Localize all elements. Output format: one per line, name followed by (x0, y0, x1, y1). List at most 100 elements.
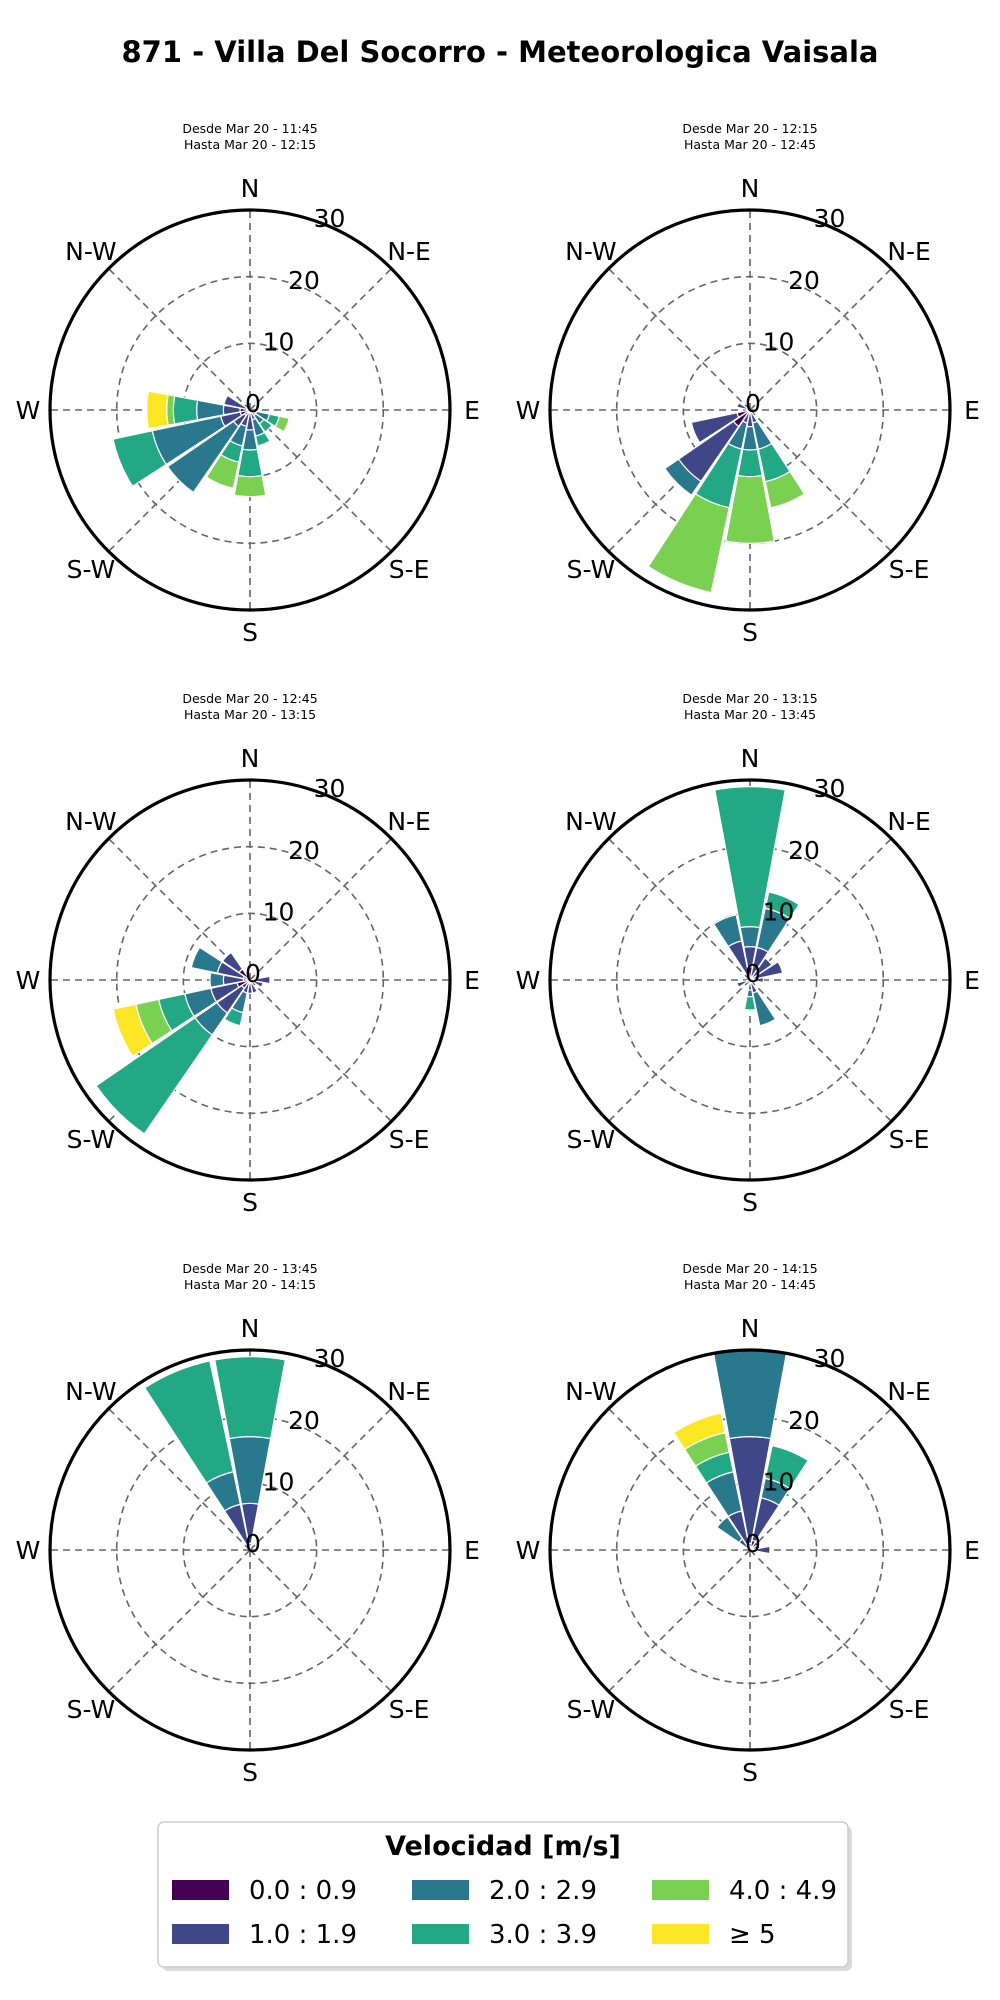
direction-label: S-W (67, 555, 116, 584)
legend-swatch (172, 1880, 229, 1900)
radial-tick-label: 20 (288, 266, 320, 295)
radial-tick-label: 10 (263, 897, 295, 926)
wind-bar-segment (746, 989, 754, 998)
wind-bar-segment (752, 976, 764, 984)
direction-label: N-E (387, 237, 431, 266)
outer-circle (48, 778, 452, 1182)
panel-subtitle-from: Desde Mar 20 - 13:15 (682, 691, 817, 706)
direction-label: N (241, 174, 260, 203)
wind-bar-segment (214, 1356, 286, 1440)
radial-tick-label: 20 (788, 836, 820, 865)
panel-subtitle-to: Hasta Mar 20 - 12:45 (684, 137, 816, 152)
wind-bar-segment (95, 1016, 214, 1135)
direction-label: E (464, 966, 480, 995)
radial-tick-label: 0 (245, 389, 261, 418)
direction-label: N (741, 744, 760, 773)
radial-tick-label: 20 (288, 1406, 320, 1435)
grid-spoke (108, 268, 251, 411)
legend-swatch (172, 1924, 229, 1944)
legend-label: 3.0 : 3.9 (489, 1920, 597, 1950)
direction-label: S-W (67, 1125, 116, 1154)
legend-title: Velocidad [m/s] (385, 1831, 621, 1862)
direction-label: S-W (567, 555, 616, 584)
direction-label: E (964, 1536, 980, 1565)
grid-spoke (608, 979, 751, 1122)
outer-circle (548, 1348, 952, 1752)
legend-label: 1.0 : 1.9 (249, 1920, 357, 1950)
wind-bar-segment (736, 979, 749, 989)
wind-bar-segment (143, 1360, 235, 1484)
grid-spoke (249, 1408, 392, 1551)
radial-tick-label: 0 (745, 959, 761, 988)
direction-label: W (16, 966, 41, 995)
radial-tick-label: 10 (263, 327, 295, 356)
radial-tick-label: 20 (788, 1406, 820, 1435)
direction-label: S-E (389, 555, 430, 584)
legend-swatch (412, 1880, 469, 1900)
direction-label: N (241, 744, 260, 773)
radial-tick-label: 30 (814, 1344, 846, 1373)
direction-label: N-E (387, 807, 431, 836)
wind-bar-segment (736, 401, 749, 411)
radial-tick-label: 0 (745, 1529, 761, 1558)
radial-tick-label: 0 (745, 389, 761, 418)
wind-bar-segment (233, 474, 267, 498)
panel-subtitle-from: Desde Mar 20 - 13:45 (182, 1261, 317, 1276)
grid-spoke (749, 409, 892, 552)
radial-tick-label: 0 (245, 959, 261, 988)
radial-tick-label: 10 (763, 1467, 795, 1496)
direction-label: N-E (887, 1377, 931, 1406)
grid-spoke (608, 268, 751, 411)
legend-swatch (652, 1924, 709, 1944)
radial-tick-label: 30 (814, 774, 846, 803)
direction-label: N-W (65, 237, 116, 266)
panel-subtitle-from: Desde Mar 20 - 12:45 (182, 691, 317, 706)
legend-label: 2.0 : 2.9 (489, 1876, 597, 1906)
wind-bar-segment (254, 431, 271, 447)
panel-subtitle-to: Hasta Mar 20 - 13:15 (184, 707, 316, 722)
wind-bar-segment (725, 474, 775, 544)
direction-label: S (242, 618, 258, 647)
direction-label: E (464, 1536, 480, 1565)
panel-subtitle-to: Hasta Mar 20 - 14:15 (184, 1277, 316, 1292)
panel-subtitle-to: Hasta Mar 20 - 14:45 (684, 1277, 816, 1292)
wind-bar-segment (166, 420, 240, 494)
wind-bar-segment (739, 926, 761, 948)
wind-bar-segment (274, 415, 290, 433)
grid-spoke (108, 1408, 251, 1551)
wind-bar-segment (714, 786, 786, 929)
direction-label: E (964, 966, 980, 995)
direction-label: S-W (67, 1695, 116, 1724)
direction-label: W (16, 1536, 41, 1565)
grid-spoke (749, 1408, 892, 1551)
grid-spoke (249, 1549, 392, 1692)
grid-spoke (249, 409, 392, 552)
grid-spoke (749, 268, 892, 411)
panel-subtitle-from: Desde Mar 20 - 14:15 (682, 1261, 817, 1276)
radial-tick-label: 10 (763, 327, 795, 356)
wind-bar-segment (112, 430, 167, 488)
direction-label: S-E (389, 1125, 430, 1154)
panel-subtitle-from: Desde Mar 20 - 11:45 (182, 121, 317, 136)
wind-bar-segment (690, 412, 740, 444)
grid-spoke (749, 979, 892, 1122)
direction-label: S-E (389, 1695, 430, 1724)
grid-spoke (249, 838, 392, 981)
grid-spoke (108, 1549, 251, 1692)
direction-label: N-E (887, 237, 931, 266)
direction-label: S (742, 618, 758, 647)
direction-label: N-E (387, 1377, 431, 1406)
wind-bar-segment (112, 1003, 153, 1058)
outer-circle (548, 208, 952, 612)
direction-label: S (742, 1758, 758, 1787)
legend-label: 0.0 : 0.9 (249, 1876, 357, 1906)
grid-spoke (608, 838, 751, 981)
grid-spoke (108, 838, 251, 981)
radial-tick-label: 30 (314, 204, 346, 233)
direction-label: N (741, 1314, 760, 1343)
wind-bar-segment (146, 390, 169, 430)
wind-bar-segment (743, 995, 757, 1011)
